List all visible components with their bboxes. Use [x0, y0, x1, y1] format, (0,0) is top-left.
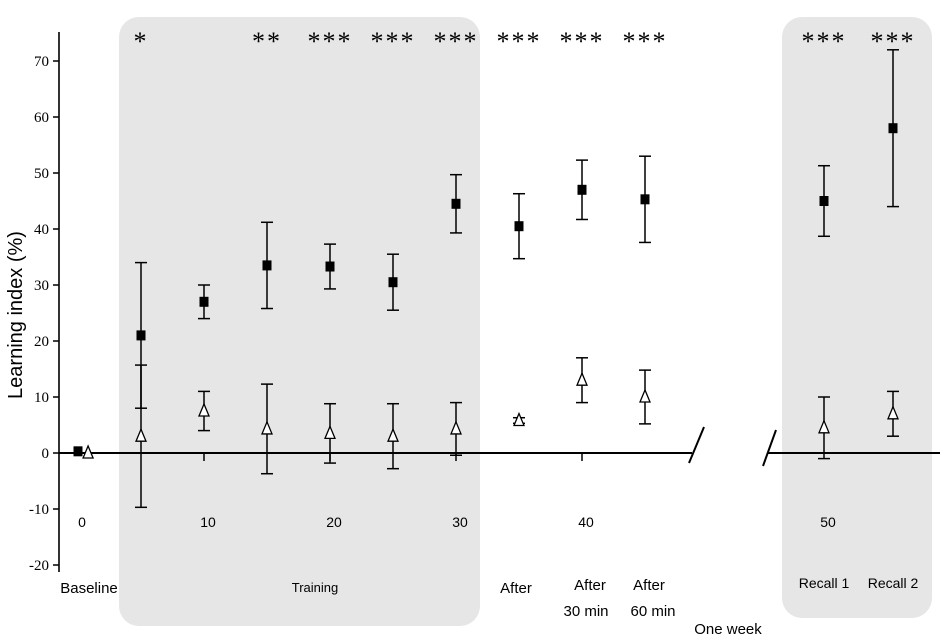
data-point-triangle — [818, 419, 830, 434]
phase-label-baseline: Baseline — [60, 580, 118, 597]
data-point-square — [388, 277, 398, 288]
data-point-square — [325, 261, 335, 272]
axis-break-mark-left — [688, 426, 705, 464]
phase-label-after60-line2: 60 min — [630, 603, 675, 620]
phase-label-recall2: Recall 2 — [868, 575, 919, 591]
phase-label-after60-line1: After — [633, 577, 665, 594]
significance-stars: *** — [623, 27, 668, 56]
data-point-triangle — [387, 427, 399, 442]
data-point-square — [136, 330, 146, 341]
data-point-triangle — [576, 371, 588, 386]
y-tick-label: 50 — [34, 166, 49, 182]
significance-stars: *** — [371, 27, 416, 56]
significance-stars: *** — [560, 27, 605, 56]
training-shaded-region — [119, 17, 480, 626]
data-point-square — [640, 194, 650, 205]
data-point-triangle — [450, 420, 462, 435]
significance-stars: *** — [308, 27, 353, 56]
significance-stars: ** — [252, 27, 282, 56]
phase-label-training: Training — [292, 580, 338, 595]
data-point-square — [451, 198, 461, 209]
y-tick-label: 10 — [34, 390, 49, 406]
data-point-square — [514, 221, 524, 232]
data-point-triangle — [513, 411, 525, 427]
significance-stars: *** — [434, 27, 479, 56]
data-point-triangle — [639, 388, 651, 403]
axis-break-mark-right — [762, 429, 777, 467]
data-point-triangle — [82, 444, 95, 459]
x-tick-label: 0 — [78, 514, 86, 530]
y-axis-label: Learning index (%) — [5, 231, 27, 399]
phase-label-after: After — [500, 580, 532, 597]
data-point-square — [888, 123, 898, 134]
significance-stars: *** — [871, 27, 916, 56]
data-point-triangle — [887, 405, 899, 420]
phase-label-after30-line1: After — [574, 577, 606, 594]
significance-stars: * — [134, 27, 149, 56]
y-tick-label: 70 — [34, 54, 49, 70]
significance-stars: *** — [802, 27, 847, 56]
data-point-square — [199, 296, 209, 307]
x-tick-label: 30 — [452, 514, 468, 530]
data-point-triangle — [198, 402, 210, 417]
significance-stars: *** — [497, 27, 542, 56]
y-tick-label: -10 — [29, 502, 49, 518]
phase-label-after30-line2: 30 min — [563, 603, 608, 620]
x-tick-label: 10 — [200, 514, 216, 530]
x-tick-label: 50 — [820, 514, 836, 530]
x-tick-label: 20 — [326, 514, 342, 530]
phase-label-one-week: One week — [694, 621, 762, 638]
y-tick-label: 0 — [42, 446, 50, 462]
data-point-triangle — [324, 424, 336, 440]
y-tick-label: 60 — [34, 110, 49, 126]
data-point-triangle — [135, 427, 147, 442]
data-point-triangle — [261, 420, 273, 435]
data-point-square — [819, 196, 829, 206]
y-tick-label: 30 — [34, 278, 49, 294]
data-point-square — [262, 260, 272, 271]
y-tick-label: -20 — [29, 558, 49, 574]
y-tick-label: 20 — [34, 334, 49, 350]
recall-shaded-region — [782, 17, 932, 618]
data-point-square — [73, 446, 83, 457]
y-tick-label: 40 — [34, 222, 49, 238]
phase-label-recall1: Recall 1 — [799, 575, 850, 591]
x-tick-label: 40 — [578, 514, 594, 530]
data-point-square — [577, 184, 587, 195]
